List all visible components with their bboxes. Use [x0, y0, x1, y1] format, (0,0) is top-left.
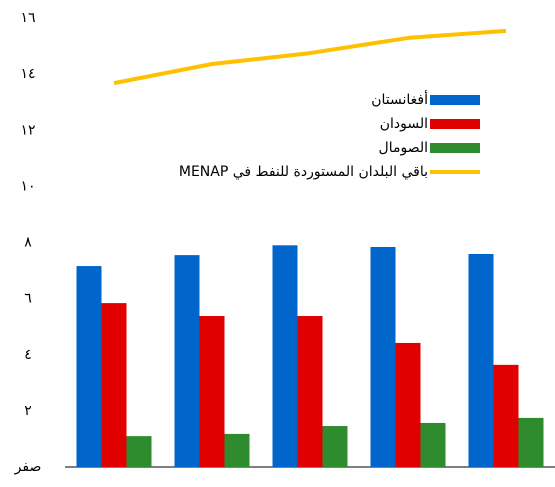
y-tick-label: ٤	[24, 347, 32, 363]
legend-swatch	[430, 95, 480, 105]
bar	[493, 364, 519, 467]
bar	[126, 436, 152, 467]
y-tick-label: ١٤	[20, 66, 35, 82]
legend-swatch	[430, 119, 480, 129]
bar	[322, 426, 348, 467]
bar	[272, 245, 298, 467]
bar	[395, 342, 421, 467]
bar	[468, 254, 494, 467]
bar	[174, 255, 200, 467]
line	[113, 28, 507, 86]
legend-label: باقي البلدان المستوردة للنفط في MENAP	[179, 164, 428, 180]
y-tick-label: ٨	[24, 235, 32, 251]
legend-label: أفغانستان	[371, 90, 428, 108]
y-tick-label: ١٦	[20, 10, 35, 26]
legend-label: السودان	[380, 116, 428, 132]
bar	[76, 266, 102, 467]
y-tick-label: ١٢	[20, 122, 35, 138]
bar	[199, 316, 225, 467]
bar	[224, 433, 250, 467]
legend-swatch	[430, 143, 480, 153]
bar	[370, 246, 396, 467]
bar	[101, 303, 127, 467]
y-tick-label: ٢	[24, 403, 32, 419]
y-tick-label: ٦	[24, 291, 32, 307]
legend-label: الصومال	[379, 140, 428, 156]
bar	[297, 316, 323, 467]
y-tick-label: صفر	[14, 459, 42, 475]
bar	[518, 417, 544, 467]
y-tick-label: ١٠	[20, 178, 35, 194]
bar	[420, 422, 446, 467]
